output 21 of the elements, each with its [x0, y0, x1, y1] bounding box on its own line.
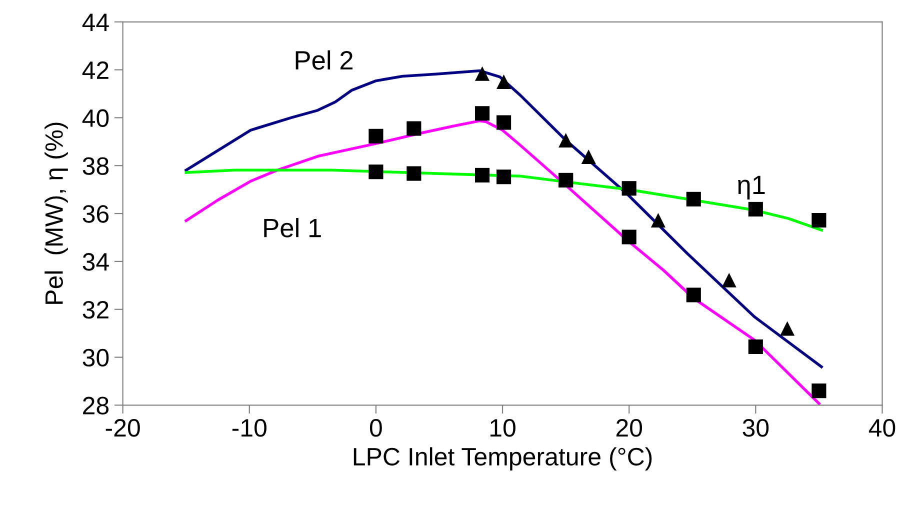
y-tick-label: 32 [82, 300, 108, 319]
y-tick-label: 44 [82, 14, 109, 31]
series-label: η1 [738, 176, 765, 200]
series-label: Pel 2 [296, 50, 352, 70]
y-tick-label: 30 [82, 348, 109, 367]
x-tick-label: 40 [868, 419, 896, 437]
x-tick-label: -10 [232, 419, 266, 437]
x-tick-label: 10 [490, 419, 516, 437]
series-label: Pel 1 [264, 218, 321, 238]
x-tick-label: 30 [742, 419, 769, 437]
y-tick-label: 42 [82, 61, 108, 79]
y-tick-label: 40 [82, 109, 109, 128]
x-tick-label: -20 [106, 419, 140, 437]
y-tick-label: 36 [82, 205, 109, 223]
y-axis-title: Pel (MW), η (%) [44, 122, 68, 304]
x-tick-label: 20 [616, 419, 642, 437]
x-axis-title: LPC Inlet Temperature (°C) [354, 447, 652, 471]
y-tick-label: 28 [83, 396, 109, 414]
y-tick-label: 34 [82, 253, 109, 271]
y-tick-label: 38 [82, 157, 109, 175]
x-tick-label: 0 [370, 419, 382, 437]
